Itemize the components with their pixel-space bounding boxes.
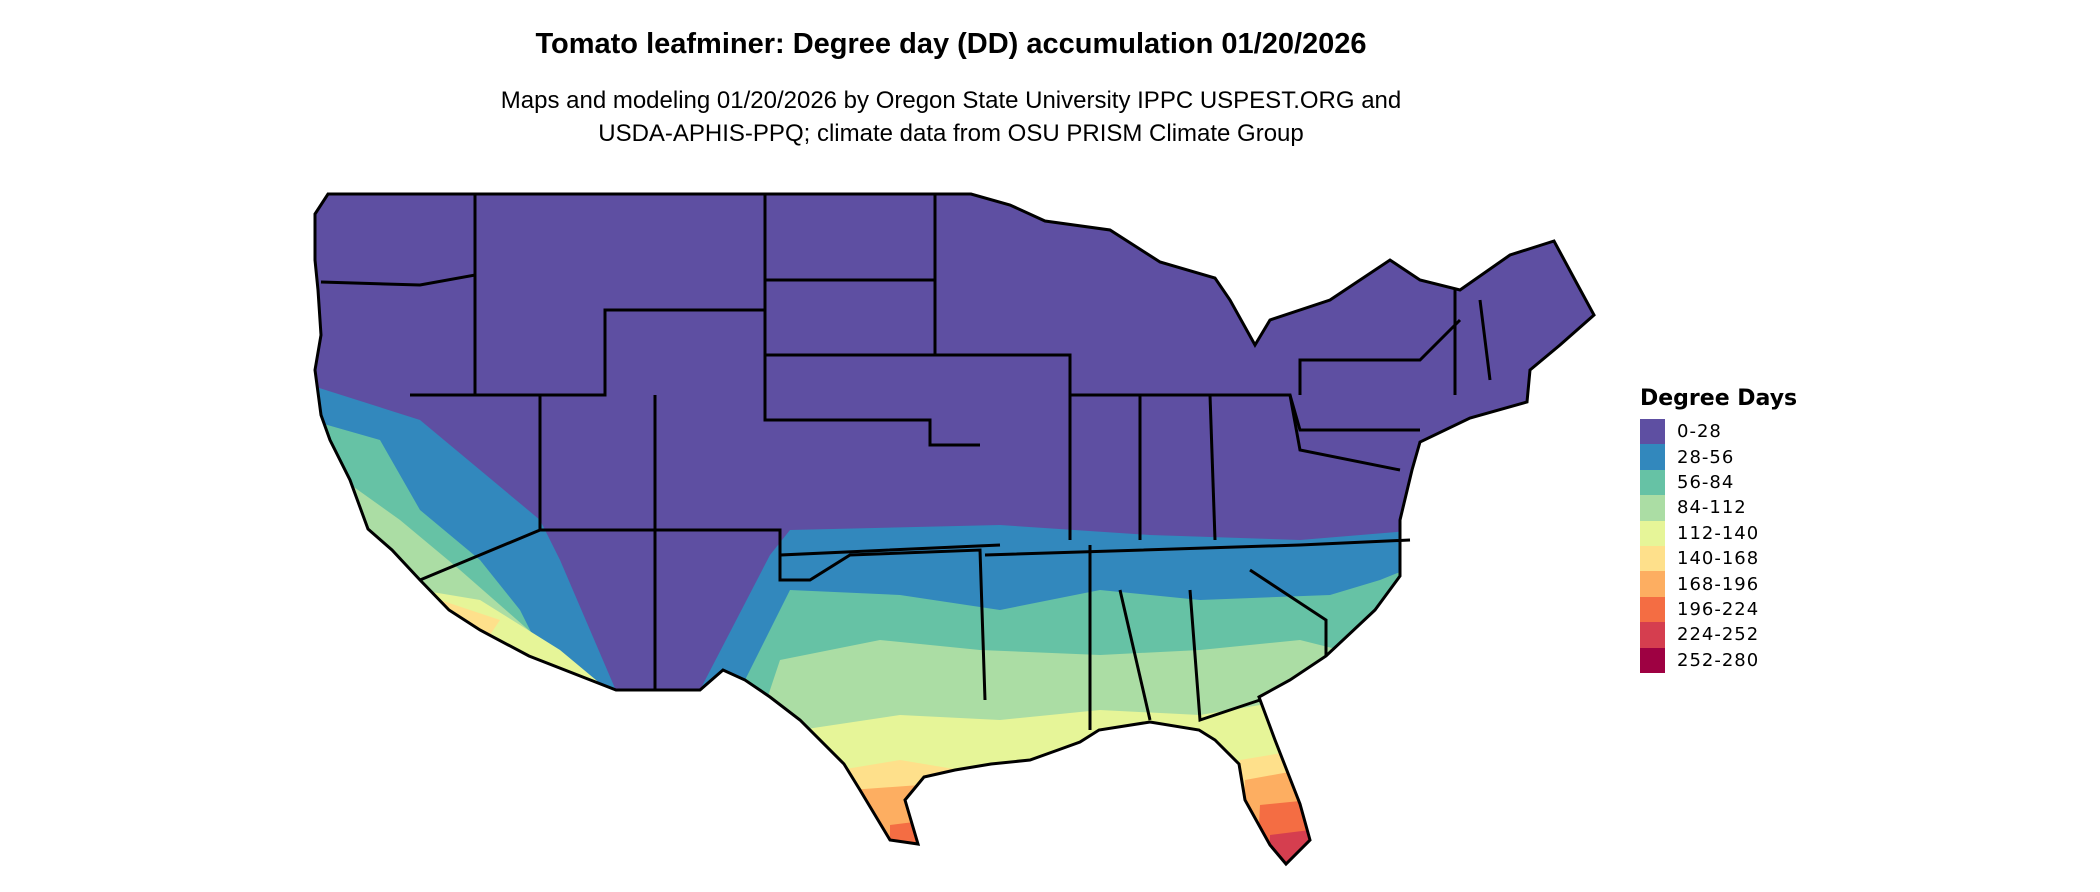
legend-label: 140-168 <box>1677 548 1760 570</box>
border <box>1118 589 1152 721</box>
legend-label: 56-84 <box>1677 471 1735 493</box>
legend-swatch <box>1640 495 1665 521</box>
legend-label: 168-196 <box>1677 573 1760 595</box>
legend-swatch <box>1640 444 1665 470</box>
legend-item: 252-280 <box>1640 647 1797 673</box>
legend-label: 0-28 <box>1677 421 1722 443</box>
zone-224-252 <box>1268 830 1320 864</box>
state-borders <box>313 192 1596 866</box>
legend-items: 0-28 28-56 56-84 84-112 112-140 140-168 168-19… <box>1640 419 1797 673</box>
legend-swatch <box>1640 520 1665 546</box>
border <box>1478 299 1492 381</box>
legend-title: Degree Days <box>1640 386 1798 411</box>
zone-196-224 <box>890 820 930 864</box>
legend-swatch <box>1640 545 1665 572</box>
legend-item: 28-56 <box>1640 444 1797 470</box>
legend-swatch <box>1640 571 1665 597</box>
legend-item: 56-84 <box>1640 469 1797 496</box>
legend-swatch <box>1640 419 1665 445</box>
legend-swatch <box>1640 647 1665 673</box>
legend-item: 0-28 <box>1640 419 1797 445</box>
legend-label: 28-56 <box>1677 446 1735 468</box>
legend-item: 84-112 <box>1640 495 1797 521</box>
legend-swatch <box>1640 596 1665 623</box>
subtitle-line-2: USDA-APHIS-PPQ; climate data from OSU PR… <box>598 120 1304 147</box>
border <box>1298 318 1462 395</box>
border <box>1249 568 1328 656</box>
map-title: Tomato leafminer: Degree day (DD) accumu… <box>535 28 1367 60</box>
border <box>778 530 987 701</box>
subtitle-line-1: Maps and modeling 01/20/2026 by Oregon S… <box>500 87 1402 114</box>
legend-item: 168-196 <box>1640 571 1797 597</box>
legend-swatch <box>1640 622 1665 648</box>
legend-label: 252-280 <box>1677 649 1760 671</box>
legend-item: 196-224 <box>1640 596 1797 623</box>
legend-label: 224-252 <box>1677 624 1760 646</box>
legend-item: 140-168 <box>1640 545 1797 572</box>
border <box>1188 589 1261 723</box>
legend-label: 84-112 <box>1677 497 1747 519</box>
legend-item: 224-252 <box>1640 622 1797 648</box>
map-subtitle: Maps and modeling 01/20/2026 by Oregon S… <box>0 84 1902 150</box>
legend-swatch <box>1640 469 1665 496</box>
legend: Degree Days 0-28 28-56 56-84 84-112 112-140 1… <box>1640 386 1797 673</box>
zone-84-112 <box>700 640 1430 864</box>
degree-day-raster <box>315 194 1594 864</box>
legend-label: 196-224 <box>1677 598 1760 620</box>
border <box>1070 393 1401 472</box>
legend-label: 112-140 <box>1677 522 1760 544</box>
legend-item: 112-140 <box>1640 520 1797 546</box>
border <box>1288 394 1420 432</box>
border <box>1208 394 1217 541</box>
